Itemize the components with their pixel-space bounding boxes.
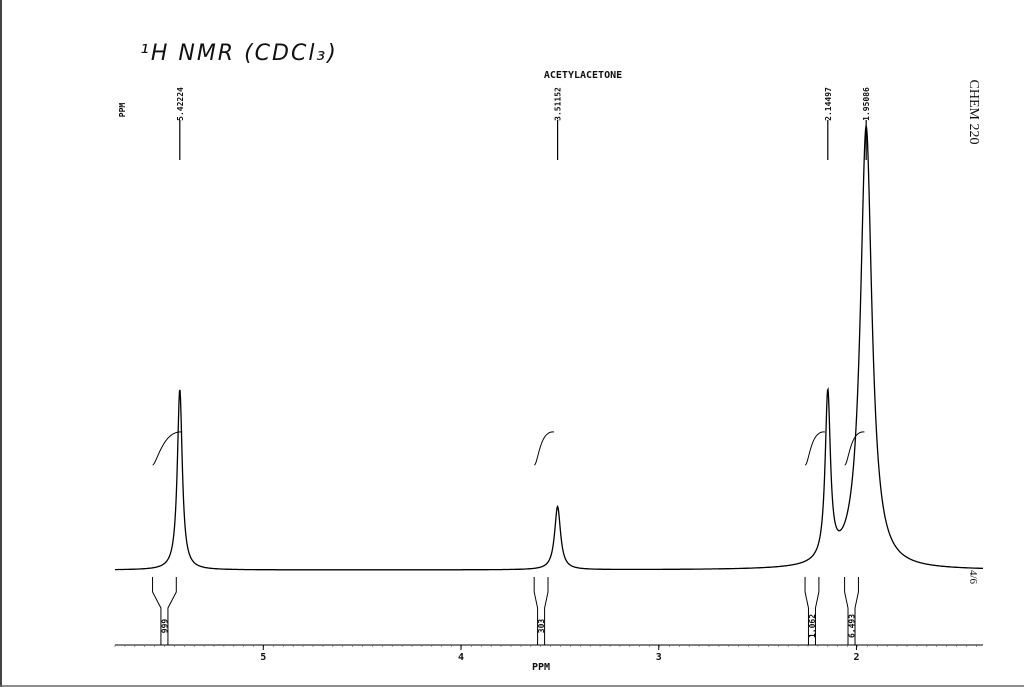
- x-tick-label: 2: [853, 652, 859, 663]
- peak-label: 5.42224: [176, 87, 185, 121]
- integral-bracket: [533, 577, 549, 645]
- integral-label: 1.062: [808, 614, 817, 638]
- integral-curve: [533, 431, 555, 466]
- integral-curve: [804, 431, 825, 466]
- spectrum: [115, 124, 983, 571]
- integral-label: 999: [160, 619, 169, 634]
- peak-label: 2.14497: [824, 87, 833, 121]
- peak-label: 1.95086: [862, 87, 871, 121]
- integral-bracket: [152, 577, 177, 645]
- x-tick-label: 4: [458, 652, 464, 663]
- integral-label: 6.493: [848, 614, 857, 638]
- page-label: 4/6: [967, 570, 979, 585]
- handwritten-title: ¹H NMR (CDCl₃): [140, 41, 338, 66]
- x-axis-label: PPM: [532, 662, 550, 673]
- peak-label: 3.51152: [554, 87, 563, 121]
- x-tick-label: 3: [656, 652, 662, 663]
- integral-bracket: [804, 577, 820, 645]
- integral-curve: [844, 431, 865, 466]
- corner-label: PPM: [118, 103, 127, 118]
- integral-label: 303: [537, 619, 546, 634]
- course-label: CHEM 220: [966, 80, 981, 145]
- integral-bracket: [844, 577, 859, 645]
- compound-name: ACETYLACETONE: [544, 70, 622, 81]
- x-tick-label: 5: [260, 652, 266, 663]
- integral-curve: [152, 431, 183, 466]
